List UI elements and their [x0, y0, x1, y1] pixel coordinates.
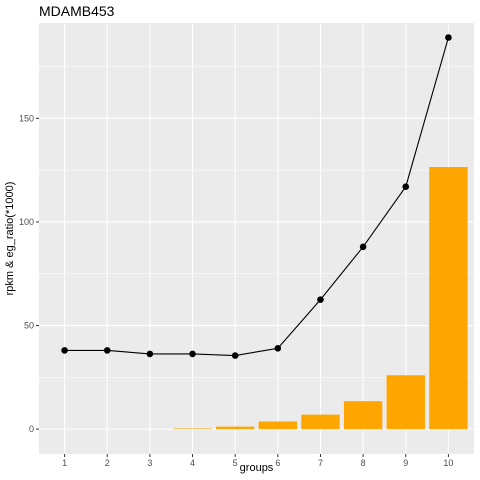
x-axis: 1 2 3 4 5 6 7 8 9 10 [62, 454, 453, 468]
x-tick-label: 9 [403, 458, 408, 468]
data-point [231, 352, 239, 359]
bar [301, 414, 340, 430]
x-tick-label: 1 [62, 458, 67, 468]
data-point [402, 183, 410, 190]
y-tick-label: 50 [24, 321, 34, 331]
data-point [146, 350, 154, 358]
x-tick-label: 2 [105, 458, 110, 468]
x-tick-label: 8 [361, 458, 366, 468]
x-tick-label: 10 [443, 458, 453, 468]
chart-title: MDAMB453 [39, 3, 115, 19]
y-tick-label: 0 [29, 424, 34, 434]
data-point [61, 347, 68, 354]
x-axis-label: groups [240, 462, 274, 474]
x-tick-label: 6 [275, 458, 280, 468]
bar [173, 428, 212, 430]
data-point [359, 243, 367, 251]
x-tick-label: 4 [190, 458, 195, 468]
data-point [189, 350, 196, 358]
data-point [445, 34, 452, 41]
series-line [64, 37, 449, 357]
bar-series [173, 167, 468, 430]
x-tick-label: 3 [147, 458, 152, 468]
data-point [274, 345, 282, 352]
y-axis-label: rpkm & eg_ratio(*1000) [4, 182, 16, 296]
x-tick-label: 7 [318, 458, 323, 468]
data-point [317, 296, 324, 303]
bar [215, 426, 255, 430]
bar [343, 401, 383, 430]
grid-lines [39, 23, 474, 454]
bar [258, 421, 298, 430]
line-series [61, 34, 452, 359]
y-tick-label: 150 [19, 113, 34, 123]
bar [429, 167, 468, 430]
data-point [103, 347, 111, 354]
x-tick-label: 5 [233, 458, 238, 468]
bar [386, 375, 425, 430]
y-tick-label: 100 [19, 217, 34, 227]
y-axis: 0 50 100 150 [19, 113, 39, 434]
